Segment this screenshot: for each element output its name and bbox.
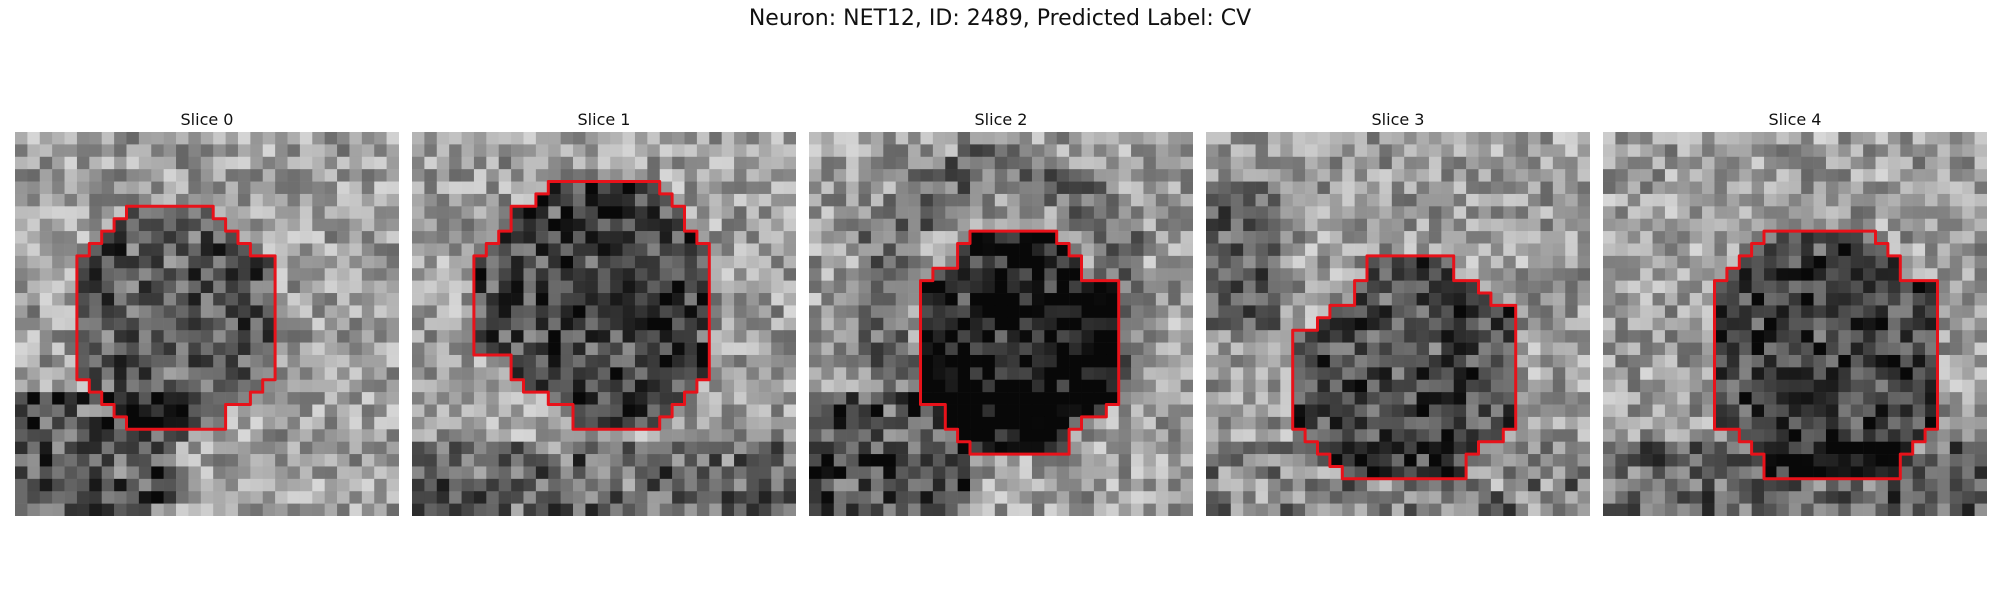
pixel-grid — [15, 132, 399, 516]
contour-outline — [919, 229, 1121, 456]
pixel-grid — [1603, 132, 1987, 516]
slice-image — [809, 132, 1193, 516]
slice-panel-0: Slice 0 — [15, 108, 399, 516]
pixel-grid — [412, 132, 796, 516]
slice-image — [1603, 132, 1987, 516]
contour-outline — [472, 180, 711, 431]
slice-panel-3: Slice 3 — [1206, 108, 1590, 516]
pixel-grid — [1206, 132, 1590, 516]
slice-image — [1206, 132, 1590, 516]
slice-panel-1: Slice 1 — [412, 108, 796, 516]
slice-title: Slice 2 — [974, 110, 1028, 129]
figure-title: Neuron: NET12, ID: 2489, Predicted Label… — [748, 6, 1252, 31]
slice-image — [15, 132, 399, 516]
contour-outline — [75, 204, 277, 431]
slice-title: Slice 0 — [180, 110, 234, 129]
slice-panel-4: Slice 4 — [1603, 108, 1987, 516]
contour-outline — [1713, 229, 1939, 481]
contour-outline — [1291, 254, 1518, 481]
pixel-grid — [809, 132, 1193, 516]
slice-title: Slice 3 — [1371, 110, 1425, 129]
slice-title: Slice 4 — [1768, 110, 1822, 129]
slice-title: Slice 1 — [577, 110, 631, 129]
slice-image — [412, 132, 796, 516]
slice-panel-2: Slice 2 — [809, 108, 1193, 516]
